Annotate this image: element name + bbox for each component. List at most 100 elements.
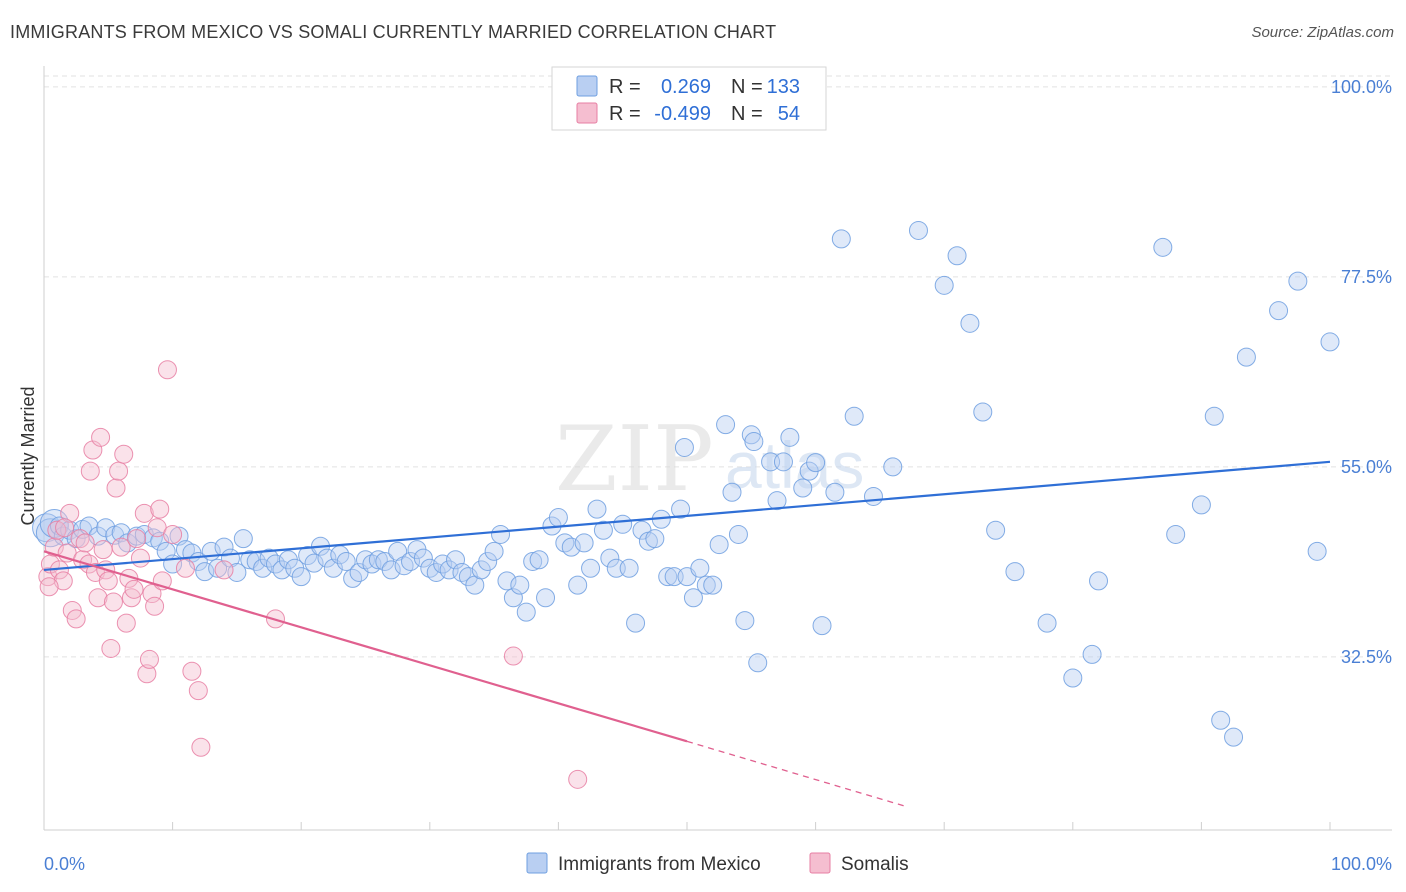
mexico-point-72 (503, 588, 523, 608)
mexico-point-146 (1307, 541, 1327, 561)
mexico-point-33 (253, 558, 273, 578)
mexico-point-46 (336, 551, 356, 571)
mexico-point-30 (233, 529, 253, 549)
mexico-point-58 (413, 548, 433, 568)
somalis-point-22 (101, 638, 121, 658)
somalis-point-34 (134, 503, 154, 523)
mexico-point-68 (478, 551, 498, 571)
mexico-point-51 (368, 550, 388, 570)
y-tick-label-2: 77.5% (1341, 267, 1392, 287)
somalis-point-44 (175, 558, 195, 578)
mexico-point-116 (780, 427, 800, 447)
somalis-point-31 (124, 579, 144, 599)
somalis-point-14 (80, 461, 100, 481)
mexico-point-139 (1191, 495, 1211, 515)
mexico-point-27 (214, 537, 234, 557)
mexico-point-56 (401, 551, 421, 571)
mexico-point-114 (767, 491, 787, 511)
mexico-point-147 (1320, 332, 1340, 352)
mexico-point-87 (600, 548, 620, 568)
mexico-point-43 (317, 548, 337, 568)
mexico-point-143 (1236, 347, 1256, 367)
mexico-point-75 (523, 551, 543, 571)
legend-n-label-2: N = (731, 103, 763, 125)
mexico-point-24 (195, 562, 215, 582)
grid-lines (44, 75, 1392, 658)
trend-line-mexico (43, 460, 1331, 572)
mexico-point-90 (619, 558, 639, 578)
somalis-point-42 (157, 360, 177, 380)
chart-title: IMMIGRANTS FROM MEXICO VS SOMALI CURRENT… (10, 22, 777, 42)
mexico-point-117 (793, 478, 813, 498)
x-tick-label-0: 0.0% (44, 854, 85, 874)
watermark-zip: ZIP (555, 407, 714, 512)
mexico-point-86 (593, 520, 613, 540)
mexico-point-138 (1166, 524, 1186, 544)
somalis-point-7 (60, 503, 80, 523)
somalis-point-40 (150, 499, 170, 519)
mexico-point-107 (722, 482, 742, 502)
somalis-point-23 (103, 592, 123, 612)
mexico-point-144 (1269, 301, 1289, 321)
trend-line-somalis (43, 550, 688, 743)
mexico-point-137 (1153, 237, 1173, 257)
somalis-point-21 (98, 571, 118, 591)
mexico-point-73 (510, 575, 530, 595)
mexico-point-40 (298, 546, 318, 566)
mexico-point-94 (645, 529, 665, 549)
somalis-point-46 (188, 681, 208, 701)
mexico-point-39 (291, 567, 311, 587)
mexico-point-102 (690, 558, 710, 578)
somalis-point-53 (55, 518, 75, 538)
mexico-point-142 (1224, 727, 1244, 747)
mexico-point-119 (806, 453, 826, 473)
series-legend: Immigrants from Mexico Somalis (526, 852, 909, 875)
legend-n-value-1: 133 (767, 76, 800, 98)
tick-labels: 32.5% 55.0% 77.5% 100.0% 0.0% 100.0% (44, 77, 1392, 874)
mexico-point-129 (960, 313, 980, 333)
legend-r-label-2: R = (609, 103, 641, 125)
mexico-point-98 (671, 499, 691, 519)
somalis-point-27 (114, 444, 134, 464)
mexico-point-41 (304, 553, 324, 573)
mexico-point-132 (1005, 562, 1025, 582)
mexico-point-85 (587, 499, 607, 519)
somalis-point-38 (145, 596, 165, 616)
legend-label-somalis: Somalis (841, 854, 909, 875)
mexico-point-70 (491, 524, 511, 544)
trend-lines (43, 460, 1331, 807)
mexico-point-134 (1063, 668, 1083, 688)
mexico-point-126 (908, 220, 928, 240)
legend-label-mexico: Immigrants from Mexico (558, 854, 761, 875)
somalis-point-25 (109, 461, 129, 481)
somalis-point-47 (191, 737, 211, 757)
mexico-point-112 (748, 653, 768, 673)
mexico-point-141 (1211, 710, 1231, 730)
y-tick-label-0: 32.5% (1341, 647, 1392, 667)
mexico-point-108 (728, 524, 748, 544)
somalis-point-17 (88, 588, 108, 608)
mexico-point-101 (683, 588, 703, 608)
mexico-point-77 (536, 588, 556, 608)
mexico-point-145 (1288, 271, 1308, 291)
mexico-point-106 (716, 415, 736, 435)
mexico-point-121 (825, 482, 845, 502)
mexico-point-74 (516, 602, 536, 622)
mexico-point-105 (709, 535, 729, 555)
mexico-point-89 (613, 514, 633, 534)
mexico-point-83 (574, 533, 594, 553)
legend-r-label-1: R = (609, 76, 641, 98)
mexico-point-69 (484, 541, 504, 561)
y-axis-title: Currently Married (18, 386, 38, 525)
mexico-point-124 (863, 486, 883, 506)
mexico-point-53 (381, 560, 401, 580)
somalis-point-33 (130, 548, 150, 568)
mexico-point-26 (208, 558, 228, 578)
mexico-point-131 (986, 520, 1006, 540)
x-tick-label-1: 100.0% (1331, 854, 1392, 874)
somalis-point-3 (47, 520, 67, 540)
mexico-point-103 (696, 575, 716, 595)
somalis-point-45 (182, 661, 202, 681)
mexico-point-79 (548, 508, 568, 528)
